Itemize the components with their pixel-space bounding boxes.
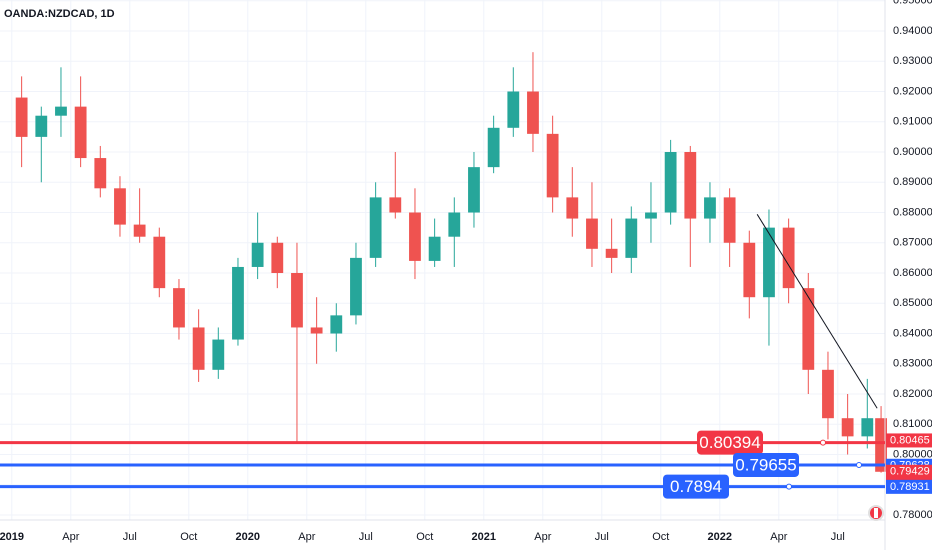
line-handle [820, 439, 826, 446]
candle-body [291, 273, 303, 328]
line-handle [786, 483, 792, 490]
y-tick-label: 0.85000 [893, 297, 932, 309]
x-tick-label: 2020 [236, 531, 260, 543]
price-tag [886, 479, 932, 494]
line-label: 0.80394 [699, 433, 760, 452]
candle-body [271, 242, 284, 274]
x-tick-label: Oct [180, 531, 197, 543]
candle-body [350, 257, 362, 316]
x-tick-label: Apr [62, 531, 79, 543]
candle-body [487, 127, 500, 168]
candle-body [861, 418, 874, 437]
y-tick-label: 0.95000 [893, 0, 932, 7]
overlay: 0.80394 0.79655 0.7894 [0, 214, 885, 499]
y-tick-label: 0.88000 [893, 206, 932, 218]
line-label-box [663, 474, 729, 499]
candle-body [251, 242, 264, 267]
candle-body [389, 197, 402, 213]
candle-body [114, 188, 126, 225]
y-tick-label: 0.78000 [893, 509, 932, 521]
candle-body [55, 106, 67, 116]
x-tick-label: Jul [595, 531, 609, 543]
y-tick-label: 0.80000 [893, 448, 932, 460]
grid [0, 0, 885, 520]
x-tick-label: Oct [416, 531, 433, 543]
x-tick-label: Apr [298, 531, 315, 543]
candle-body [802, 288, 815, 370]
candle-body [605, 248, 618, 258]
candle-body [74, 106, 87, 159]
price-tag [886, 433, 932, 448]
candle-body [35, 115, 48, 137]
price-tag-label: 0.80465 [890, 434, 930, 446]
candle-body [645, 212, 657, 219]
candle-body [153, 236, 166, 289]
line-label: 0.79655 [735, 455, 796, 474]
candle-body [448, 212, 461, 237]
candle-body [369, 197, 382, 258]
candle-body [684, 152, 697, 219]
candle-body [310, 327, 323, 334]
candle-body [546, 133, 559, 198]
x-tick-label: 2021 [472, 531, 496, 543]
line-label-box [697, 430, 763, 455]
x-tick-label: 2019 [0, 531, 24, 543]
candle-body [468, 167, 480, 213]
line-label: 0.7894 [670, 477, 722, 496]
candle-body [232, 266, 244, 340]
candle-body [527, 91, 539, 134]
candle-body [133, 224, 146, 237]
candle-body [409, 212, 421, 261]
price-tag-label: 0.79429 [890, 466, 930, 478]
x-tick-label: Jul [359, 531, 373, 543]
candle-body [15, 97, 28, 137]
candle-body [875, 418, 887, 472]
candle-body [743, 242, 756, 298]
trend-line [756, 214, 878, 409]
y-tick-label: 0.82000 [893, 388, 932, 400]
line-handle [856, 461, 862, 468]
candle-body [192, 327, 205, 370]
x-tick-label: Jul [831, 531, 845, 543]
x-tick-label: Oct [652, 531, 669, 543]
x-tick-label: Apr [534, 531, 551, 543]
candle-body [428, 236, 441, 261]
y-tick-label: 0.83000 [893, 358, 932, 370]
y-tick-label: 0.92000 [893, 85, 932, 97]
candle-body [507, 91, 520, 128]
y-tick-label: 0.89000 [893, 176, 932, 188]
x-tick-label: Jul [123, 531, 137, 543]
flag-icon [868, 505, 884, 521]
line-label-box [733, 452, 799, 477]
candle-body [664, 152, 677, 213]
candle-body [782, 227, 795, 289]
candle-body [94, 158, 107, 189]
x-tick-label: Apr [770, 531, 787, 543]
candle-body [173, 288, 185, 328]
x-tick-label: 2022 [708, 531, 732, 543]
y-tick-label: 0.84000 [893, 327, 932, 339]
candle-body [723, 197, 736, 243]
price-tag-label: 0.78931 [890, 481, 930, 493]
candle-body [212, 339, 225, 370]
candle-body [704, 197, 716, 219]
y-tick-label: 0.86000 [893, 267, 932, 279]
plot [15, 52, 887, 473]
y-tick-label: 0.93000 [893, 55, 932, 67]
y-tick-label: 0.90000 [893, 146, 932, 158]
y-tick-label: 0.81000 [893, 418, 932, 430]
candle-body [841, 418, 854, 437]
candle-body [586, 218, 598, 249]
candle-body [822, 369, 834, 419]
y-tick-label: 0.94000 [893, 25, 932, 37]
candle-body [625, 218, 638, 258]
y-tick-label: 0.87000 [893, 237, 932, 249]
candle-body [566, 197, 579, 219]
candle-body [763, 227, 775, 298]
symbol-title: OANDA:NZDCAD, 1D [4, 8, 115, 20]
candle-body [330, 315, 343, 334]
y-tick-label: 0.91000 [893, 116, 932, 128]
